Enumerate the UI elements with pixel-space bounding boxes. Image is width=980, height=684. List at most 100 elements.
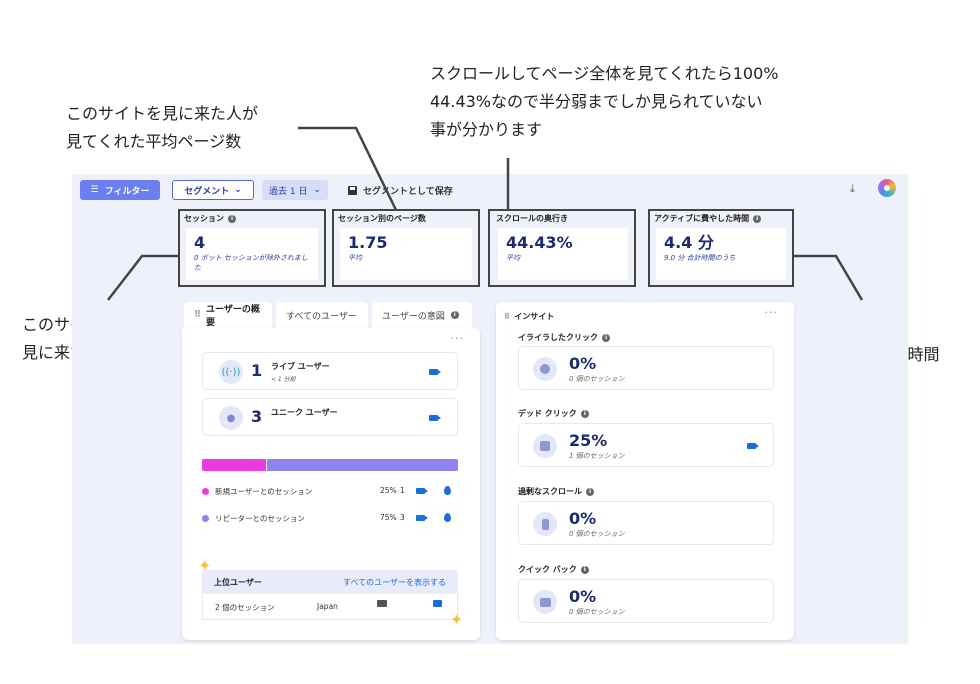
legend-repeat-users: リピーターとのセッション: [202, 513, 305, 524]
insights-title: インサイト: [514, 312, 555, 321]
repeat-users-bar: [267, 459, 458, 471]
annotation-pages: このサイトを見に来た人が 見てくれた平均ページ数: [66, 100, 258, 156]
highlight-box: [488, 209, 636, 287]
drag-handle-icon: ⠿: [194, 310, 202, 320]
metric-active-time: アクティブに費やした時間 i 4.4 分 9.0 分 合計時間のうち: [650, 210, 792, 286]
metric-title: セッション: [184, 214, 224, 223]
repeat-users-percent: 75%: [380, 513, 397, 522]
top-user-country: Japan: [317, 602, 338, 611]
download-icon[interactable]: ⤓: [850, 182, 855, 195]
insight-excessive-scrolling[interactable]: 0% 0 個のセッション: [518, 501, 774, 545]
desktop-icon: [377, 600, 387, 607]
save-icon: [348, 185, 357, 195]
top-user-row[interactable]: 2 個のセッション Japan: [202, 594, 458, 620]
more-options-icon[interactable]: ···: [764, 306, 778, 319]
insight-value: 25%: [569, 431, 608, 450]
metric-value: 4.4 分: [664, 233, 714, 252]
recording-icon[interactable]: [429, 369, 441, 375]
insight-title: デッド クリック i: [518, 408, 589, 419]
more-options-icon[interactable]: ···: [450, 332, 464, 345]
repeat-users-count: 3: [400, 513, 405, 522]
legend-label: リピーターとのセッション: [215, 514, 305, 523]
live-broadcast-icon: ((·)): [219, 360, 243, 384]
metric-title: セッション別のページ数: [338, 214, 426, 223]
highlight-box: [178, 209, 326, 287]
tab-user-intent[interactable]: ユーザーの意図 i: [372, 302, 472, 328]
highlight-box: [648, 209, 794, 287]
insight-title: イライラしたクリック i: [518, 332, 610, 343]
insight-label: イライラしたクリック: [518, 333, 598, 342]
recording-icon[interactable]: [429, 415, 441, 421]
annotation-line: 44.43%なので半分弱までしか見られていない: [430, 92, 763, 111]
metric-scroll-depth: スクロールの奥行き 44.43% 平均: [492, 210, 634, 286]
insight-quick-backs[interactable]: 0% 0 個のセッション: [518, 579, 774, 623]
info-icon[interactable]: i: [753, 214, 762, 223]
save-segment-label: セグメントとして保存: [363, 186, 453, 197]
heatmap-icon[interactable]: [444, 513, 451, 522]
metric-subtext: 平均: [348, 254, 362, 262]
clarity-dashboard: ☰ フィルター セグメント ⌄ 過去 1 日 ⌄ セグメントとして保存 ⤓ セッ…: [72, 174, 908, 644]
user-icon: ●: [219, 406, 243, 430]
legend-dot: [202, 488, 209, 495]
unique-users-label: ユニーク ユーザー: [271, 408, 338, 417]
metric-pages-per-session: セッション別のページ数 1.75 平均: [334, 210, 478, 286]
user-overview-panel: ··· ((·)) 1 ライブ ユーザー < 1 分前 ● 3 ユニーク ユーザ…: [182, 328, 480, 640]
tab-label: ユーザーの概要: [206, 305, 260, 328]
metric-sessions: セッション i 4 0 ボット セッションが除外されました: [180, 210, 324, 286]
new-users-percent: 25%: [380, 486, 397, 495]
metric-title: アクティブに費やした時間: [654, 214, 750, 223]
annotation-line: 事が分かります: [430, 120, 543, 139]
insight-title: 過剰なスクロール i: [518, 486, 594, 497]
period-dropdown[interactable]: 過去 1 日 ⌄: [262, 180, 328, 200]
top-user-sessions: 2 個のセッション: [215, 603, 275, 612]
chevron-down-icon: ⌄: [234, 185, 242, 195]
insight-label: 過剰なスクロール: [518, 487, 582, 496]
chevron-down-icon: ⌄: [313, 185, 321, 195]
recording-icon[interactable]: [747, 443, 759, 449]
insight-sessions: 0 個のセッション: [569, 530, 625, 538]
segment-dropdown[interactable]: セグメント ⌄: [172, 180, 254, 200]
info-icon[interactable]: i: [228, 214, 236, 223]
recording-icon[interactable]: [416, 488, 428, 494]
recording-icon[interactable]: [416, 515, 428, 521]
insight-label: クイック バック: [518, 565, 577, 574]
new-users-count: 1: [400, 486, 405, 495]
segment-label: セグメント: [184, 186, 230, 197]
insight-title: クイック バック i: [518, 564, 589, 575]
quick-back-icon: [533, 590, 557, 614]
filter-button[interactable]: ☰ フィルター: [80, 180, 160, 200]
scroll-icon: [533, 512, 557, 536]
dead-click-icon: [533, 434, 557, 458]
view-all-users-link[interactable]: すべてのユーザーを表示する: [343, 578, 446, 587]
copilot-icon[interactable]: [878, 179, 896, 197]
insight-rage-clicks[interactable]: 0% 0 個のセッション: [518, 346, 774, 390]
heatmap-icon[interactable]: [444, 486, 451, 495]
live-users-row: ((·)) 1 ライブ ユーザー < 1 分前: [202, 352, 458, 390]
period-label: 過去 1 日: [269, 186, 308, 197]
annotation-line: このサイトを見に来た人が: [66, 104, 259, 123]
metric-subtext: 9.0 分 合計時間のうち: [664, 254, 736, 262]
insight-label: デッド クリック: [518, 409, 577, 418]
unique-users-count: 3: [251, 407, 263, 426]
metric-value: 44.43%: [506, 233, 573, 252]
info-icon[interactable]: i: [450, 311, 459, 319]
top-users-header: 上位ユーザー すべてのユーザーを表示する: [202, 570, 458, 594]
highlight-box: [332, 209, 480, 287]
info-icon[interactable]: i: [586, 487, 594, 496]
info-icon[interactable]: i: [580, 565, 589, 574]
legend-label: 新規ユーザーとのセッション: [215, 487, 313, 496]
new-users-bar: [202, 459, 266, 471]
save-segment-button[interactable]: セグメントとして保存: [348, 180, 453, 200]
tab-user-overview[interactable]: ⠿ ユーザーの概要: [184, 302, 272, 328]
insights-panel: ⠿ インサイト ··· イライラしたクリック i 0% 0 個のセッション デッド…: [496, 302, 794, 640]
insight-dead-clicks[interactable]: 25% 1 個のセッション: [518, 423, 774, 467]
insight-value: 0%: [569, 354, 597, 373]
info-icon[interactable]: i: [602, 333, 610, 342]
drag-handle-icon: ⠿: [504, 312, 511, 321]
info-icon[interactable]: i: [580, 409, 589, 418]
insights-header: ⠿ インサイト: [504, 311, 554, 322]
metric-value: 1.75: [348, 233, 388, 252]
insight-sessions: 0 個のセッション: [569, 375, 625, 383]
tab-all-users[interactable]: すべてのユーザー: [276, 302, 368, 328]
annotation-scroll: スクロールしてページ全体を見てくれたら100% 44.43%なので半分弱までしか…: [430, 60, 778, 144]
